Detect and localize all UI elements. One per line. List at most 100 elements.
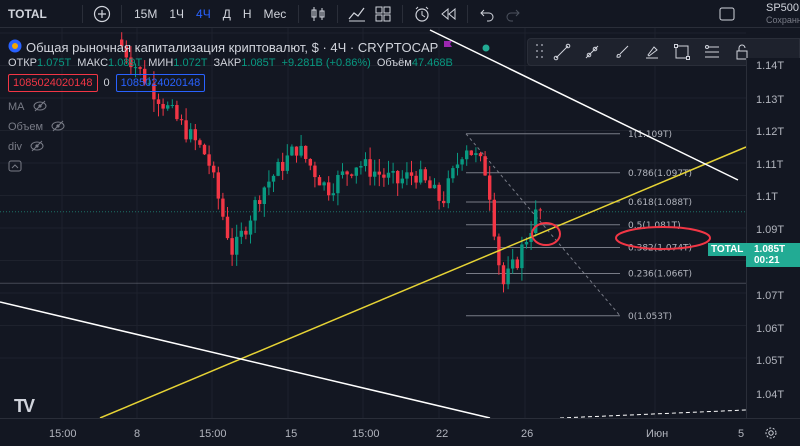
legend-collapse[interactable] <box>8 157 490 177</box>
paint-tool-icon[interactable] <box>640 41 664 63</box>
change-value: +9.281B (+0.86%) <box>281 57 371 69</box>
support-trendline <box>99 146 746 418</box>
lock-tool-icon[interactable] <box>730 41 754 63</box>
interval-1h[interactable]: 1Ч <box>169 6 185 21</box>
interval-month[interactable]: Мес <box>263 6 287 21</box>
candle-body <box>465 150 469 160</box>
candle-body <box>189 129 193 140</box>
time-axis[interactable]: 15:00 8 15:00 15 15:00 22 26 Июн 5 <box>0 418 800 446</box>
fib-tool-icon[interactable] <box>700 41 724 63</box>
compare-symbol-label: SP500 <box>766 2 800 14</box>
eye-off-icon[interactable] <box>51 120 65 135</box>
interval-week[interactable]: Н <box>242 6 252 21</box>
fullscreen-icon[interactable] <box>714 3 740 25</box>
candle-body <box>350 174 354 176</box>
undo-icon[interactable] <box>474 3 500 25</box>
time-tick: Июн <box>646 428 669 440</box>
candle-body <box>225 216 230 239</box>
legend-title-row: Общая рыночная капитализация криптовалют… <box>8 38 490 56</box>
candle-body <box>244 230 248 235</box>
price-axis[interactable]: 1.14T 1.13T 1.12T 1.11T 1.1T 1.09T 1.07T… <box>746 58 800 418</box>
open-value: 1.075T <box>37 57 72 69</box>
candle-body <box>267 181 271 188</box>
layout-grid-icon[interactable] <box>370 3 396 25</box>
candle-body <box>184 120 188 140</box>
replay-icon[interactable] <box>435 3 461 25</box>
indicator-div[interactable]: div <box>8 137 490 157</box>
price-tick: 1.06T <box>756 323 785 335</box>
candle-body <box>483 156 487 176</box>
divider <box>121 4 122 23</box>
indicators-icon[interactable] <box>344 3 370 25</box>
candle-body <box>133 67 138 69</box>
time-tick: 26 <box>521 428 534 440</box>
interval-4h[interactable]: 4Ч <box>196 6 211 21</box>
candle-body <box>221 198 225 217</box>
upper-trendline <box>429 29 739 181</box>
status-dot-icon <box>482 40 490 55</box>
fib-level-label: 0.618(1.088T) <box>628 198 692 208</box>
fib-level-label: 1(1.109T) <box>628 130 672 140</box>
indicator-label: Объем <box>8 121 44 133</box>
chart-grid <box>0 28 746 418</box>
candle-body <box>331 193 335 196</box>
close-value: 1.085T <box>241 57 276 69</box>
candle-body <box>354 167 358 176</box>
trend-line-tool-icon[interactable] <box>550 41 574 63</box>
buy-price-box[interactable]: 1085024020148 <box>115 74 206 92</box>
candle-body <box>340 171 345 175</box>
candle-body <box>322 182 326 186</box>
legend-ohlc: ОТКР1.075T МАКС1.089T МИН1.072T ЗАКР1.08… <box>8 57 490 69</box>
price-tick: 1.14T <box>756 60 785 72</box>
interval-day[interactable]: Д <box>222 6 231 21</box>
lower-trendline <box>0 301 491 418</box>
redo-icon[interactable] <box>500 3 526 25</box>
current-price: 1.085T <box>754 244 786 255</box>
compare-symbol-sub: Сохранн <box>766 15 800 25</box>
candle-body <box>373 171 377 177</box>
candle-body <box>488 175 492 200</box>
candle-body <box>520 244 524 269</box>
candle-body <box>414 175 418 183</box>
settings-gear-icon[interactable] <box>764 426 778 443</box>
compare-symbol[interactable]: SP500 Сохранн <box>766 2 800 26</box>
candle-body <box>281 161 285 171</box>
candle-body <box>437 184 441 201</box>
ray-tool-icon[interactable] <box>580 41 604 63</box>
eye-off-icon[interactable] <box>33 100 47 115</box>
close-label: ЗАКР <box>213 57 242 69</box>
candle-body <box>271 175 276 182</box>
brush-tool-icon[interactable] <box>610 41 634 63</box>
indicator-ma[interactable]: MA <box>8 97 490 117</box>
fib-level-label: 0(1.053T) <box>628 312 672 322</box>
eye-off-icon[interactable] <box>30 140 44 155</box>
candle-body <box>538 209 542 211</box>
tradingview-logo[interactable]: TV <box>14 396 35 416</box>
rectangle-tool-icon[interactable] <box>670 41 694 63</box>
sell-price-box[interactable]: 1085024020148 <box>8 74 98 92</box>
time-tick: 15:00 <box>352 428 380 440</box>
drag-handle[interactable] <box>536 44 544 60</box>
chevron-up-icon[interactable] <box>8 160 22 175</box>
candle-body <box>313 165 317 178</box>
flag-icon[interactable] <box>442 40 454 55</box>
candle-body <box>363 159 368 167</box>
indicator-volume[interactable]: Объем <box>8 117 490 137</box>
candles <box>120 32 542 293</box>
candle-body <box>534 209 538 234</box>
symbol-search[interactable]: TOTAL <box>8 6 47 21</box>
alert-clock-icon[interactable] <box>409 3 435 25</box>
price-chart[interactable]: 1(1.109T) 0.786(1.097T) 0.618(1.088T) 0.5(1… <box>0 28 746 418</box>
time-tick: 15:00 <box>49 428 77 440</box>
price-tick: 1.09T <box>756 224 785 236</box>
candle-body <box>179 119 184 121</box>
compare-add-icon[interactable] <box>89 3 115 25</box>
candle-body <box>511 259 515 269</box>
candle-body <box>455 164 460 169</box>
price-tick: 1.04T <box>756 389 785 401</box>
candle-body <box>129 57 133 68</box>
interval-15m[interactable]: 15М <box>134 6 158 21</box>
fib-level-label: 0.236(1.066T) <box>628 270 692 280</box>
candle-body <box>290 146 294 156</box>
candles-icon[interactable] <box>305 3 331 25</box>
